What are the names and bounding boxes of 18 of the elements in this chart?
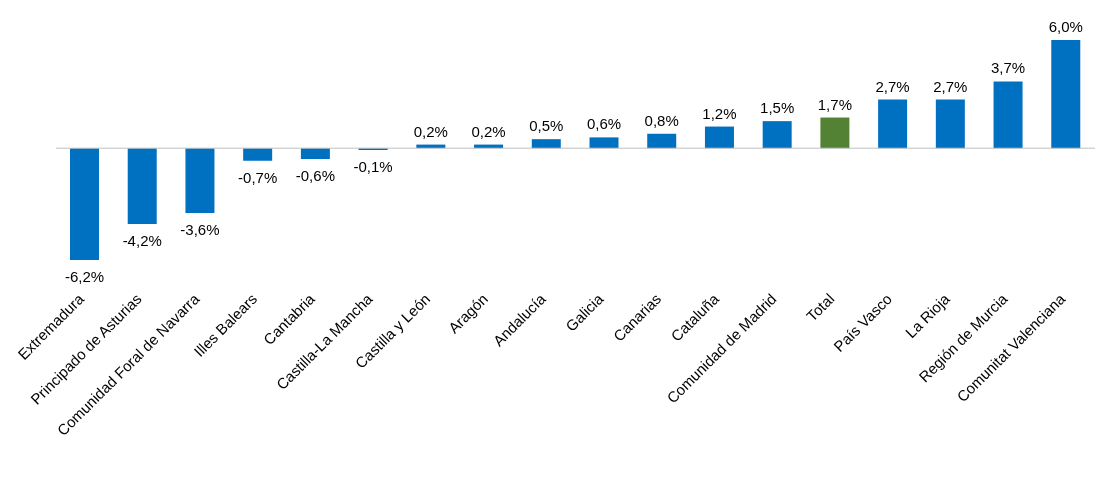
data-label: -3,6% [180, 221, 220, 239]
data-label: 0,2% [413, 122, 448, 140]
data-label: -6,2% [64, 268, 105, 285]
data-label: -0,1% [353, 158, 393, 175]
data-label: -0,6% [295, 167, 335, 185]
data-label: 2,7% [933, 77, 968, 95]
data-label: 6,0% [1048, 18, 1083, 35]
data-label: 0,2% [471, 122, 506, 140]
data-label: 0,8% [644, 111, 679, 129]
data-label: 0,5% [529, 117, 564, 135]
data-label: 1,2% [702, 104, 737, 122]
data-label: 2,7% [875, 77, 910, 95]
data-label: 0,6% [586, 115, 622, 133]
data-label: -0,7% [238, 168, 278, 186]
data-label: 3,7% [990, 59, 1026, 77]
data-label: -4,2% [122, 231, 162, 249]
data-label: 1,7% [817, 95, 852, 113]
data-label: 1,5% [760, 99, 795, 117]
